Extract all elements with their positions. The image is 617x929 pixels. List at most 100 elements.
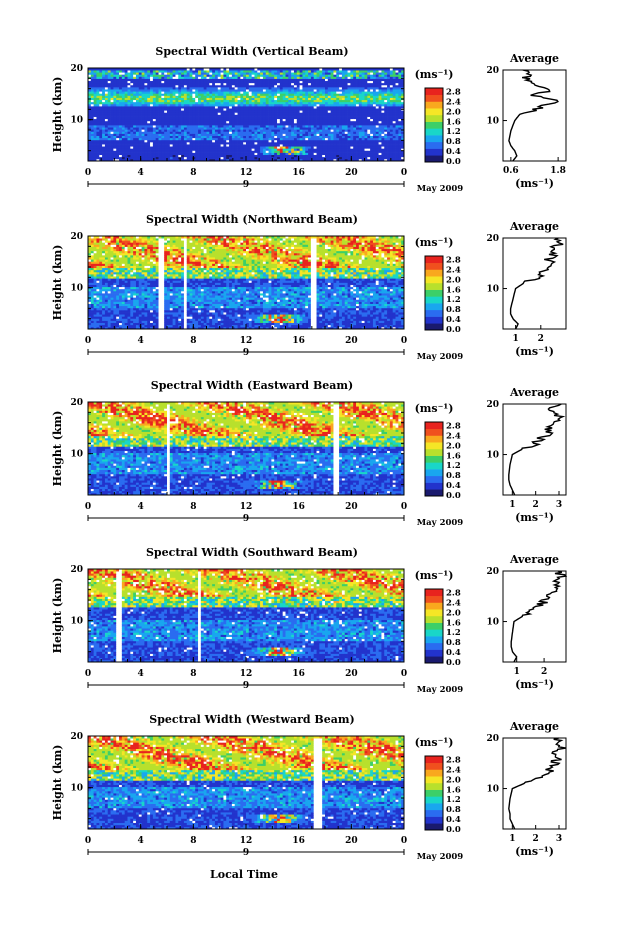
heatmap-cell — [133, 98, 136, 100]
heatmap-cell — [136, 106, 139, 108]
heatmap-cell — [170, 138, 173, 140]
heatmap-cell — [113, 87, 116, 89]
heatmap-cell — [133, 157, 136, 159]
heatmap-cell — [142, 81, 145, 83]
heatmap-cell — [144, 153, 147, 155]
heatmap-cell — [105, 138, 108, 140]
heatmap-cell — [156, 148, 159, 150]
heatmap-cell — [94, 148, 97, 150]
heatmap-cell — [122, 119, 125, 121]
heatmap-cell — [156, 127, 159, 129]
heatmap-cell — [173, 142, 176, 144]
heatmap-cell — [142, 70, 145, 72]
heatmap-cell — [119, 146, 122, 148]
heatmap-cell — [144, 136, 147, 138]
heatmap-cell — [119, 108, 122, 110]
heatmap-cell — [102, 157, 105, 159]
heatmap-cell — [91, 93, 94, 95]
heatmap-cell — [167, 108, 170, 110]
heatmap-cell — [178, 142, 181, 144]
heatmap-cell — [108, 119, 111, 121]
heatmap-cell — [173, 89, 176, 91]
heatmap-cell — [142, 150, 145, 152]
heatmap-cell — [111, 76, 114, 78]
heatmap-cell — [111, 140, 114, 142]
heatmap-cell — [108, 140, 111, 142]
heatmap-cell — [111, 121, 114, 123]
heatmap-cell — [170, 129, 173, 131]
heatmap-cell — [128, 127, 131, 129]
heatmap-cell — [113, 85, 116, 87]
heatmap-cell — [150, 110, 153, 112]
heatmap-cell — [111, 123, 114, 125]
heatmap-cell — [102, 79, 105, 81]
heatmap-cell — [142, 121, 145, 123]
heatmap-cell — [164, 155, 167, 157]
heatmap-cell — [153, 95, 156, 97]
heatmap-cell — [173, 91, 176, 93]
heatmap-cell — [105, 146, 108, 148]
heatmap-cell — [116, 93, 119, 95]
heatmap-cell — [173, 93, 176, 95]
heatmap-cell — [167, 148, 170, 150]
heatmap-cell — [108, 110, 111, 112]
heatmap-cell — [125, 104, 128, 106]
heatmap-cell — [96, 98, 99, 100]
heatmap-cell — [144, 85, 147, 87]
heatmap-cell — [170, 131, 173, 133]
heatmap-cell — [108, 115, 111, 117]
heatmap-cell — [128, 155, 131, 157]
heatmap-cell — [144, 81, 147, 83]
heatmap-cell — [139, 115, 142, 117]
heatmap-cell — [156, 106, 159, 108]
heatmap-cell — [161, 91, 164, 93]
heatmap-cell — [153, 110, 156, 112]
heatmap-cell — [167, 121, 170, 123]
heatmap-cell — [144, 74, 147, 76]
heatmap-cell — [159, 112, 162, 114]
heatmap-cell — [133, 106, 136, 108]
heatmap-cell — [173, 79, 176, 81]
heatmap-cell — [99, 104, 102, 106]
heatmap-cell — [164, 76, 167, 78]
heatmap-cell — [130, 72, 133, 74]
heatmap-cell — [99, 95, 102, 97]
heatmap-cell — [116, 76, 119, 78]
heatmap-cell — [99, 121, 102, 123]
heatmap-cell — [178, 89, 181, 91]
heatmap-cell — [150, 155, 153, 157]
heatmap-cell — [119, 148, 122, 150]
heatmap-cell — [156, 74, 159, 76]
heatmap-cell — [142, 131, 145, 133]
heatmap-cell — [139, 138, 142, 140]
heatmap-cell — [173, 155, 176, 157]
heatmap-cell — [130, 144, 133, 146]
heatmap-cell — [139, 93, 142, 95]
heatmap-cell — [161, 89, 164, 91]
heatmap-cell — [96, 136, 99, 138]
heatmap-cell — [105, 87, 108, 89]
heatmap-cell — [144, 119, 147, 121]
heatmap-cell — [91, 98, 94, 100]
heatmap-cell — [170, 121, 173, 123]
heatmap-cell — [156, 131, 159, 133]
heatmap-cell — [161, 106, 164, 108]
heatmap-cell — [150, 127, 153, 129]
heatmap-cell — [133, 119, 136, 121]
heatmap-cell — [175, 123, 178, 125]
heatmap-cell — [99, 138, 102, 140]
heatmap-cell — [108, 83, 111, 85]
heatmap-cell — [94, 129, 97, 131]
heatmap-cell — [150, 134, 153, 136]
heatmap-cell — [91, 115, 94, 117]
heatmap-cell — [102, 112, 105, 114]
heatmap-cell — [147, 140, 150, 142]
heatmap-cell — [153, 142, 156, 144]
heatmap-cell — [99, 142, 102, 144]
heatmap-cell — [178, 83, 181, 85]
heatmap-cell — [159, 148, 162, 150]
heatmap-cell — [102, 142, 105, 144]
heatmap-cell — [178, 76, 181, 78]
heatmap-cell — [116, 129, 119, 131]
heatmap-cell — [119, 70, 122, 72]
